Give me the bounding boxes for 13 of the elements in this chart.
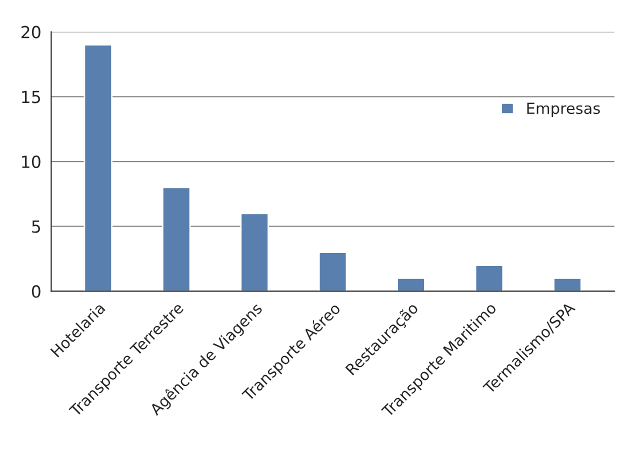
bar: [84, 44, 113, 292]
bar: [162, 186, 191, 292]
bar: [396, 278, 426, 292]
y-tick-label: 5: [32, 220, 40, 233]
y-tick-label: 20: [21, 26, 40, 38]
y-tick-label: 10: [22, 155, 40, 168]
y-tick-label: 0: [32, 285, 40, 298]
legend-label: Empresas: [527, 102, 600, 118]
bar: [318, 252, 348, 292]
bar: [474, 264, 504, 292]
bar: [553, 278, 582, 292]
y-tick-label: 15: [22, 90, 40, 104]
bar: [240, 212, 269, 292]
